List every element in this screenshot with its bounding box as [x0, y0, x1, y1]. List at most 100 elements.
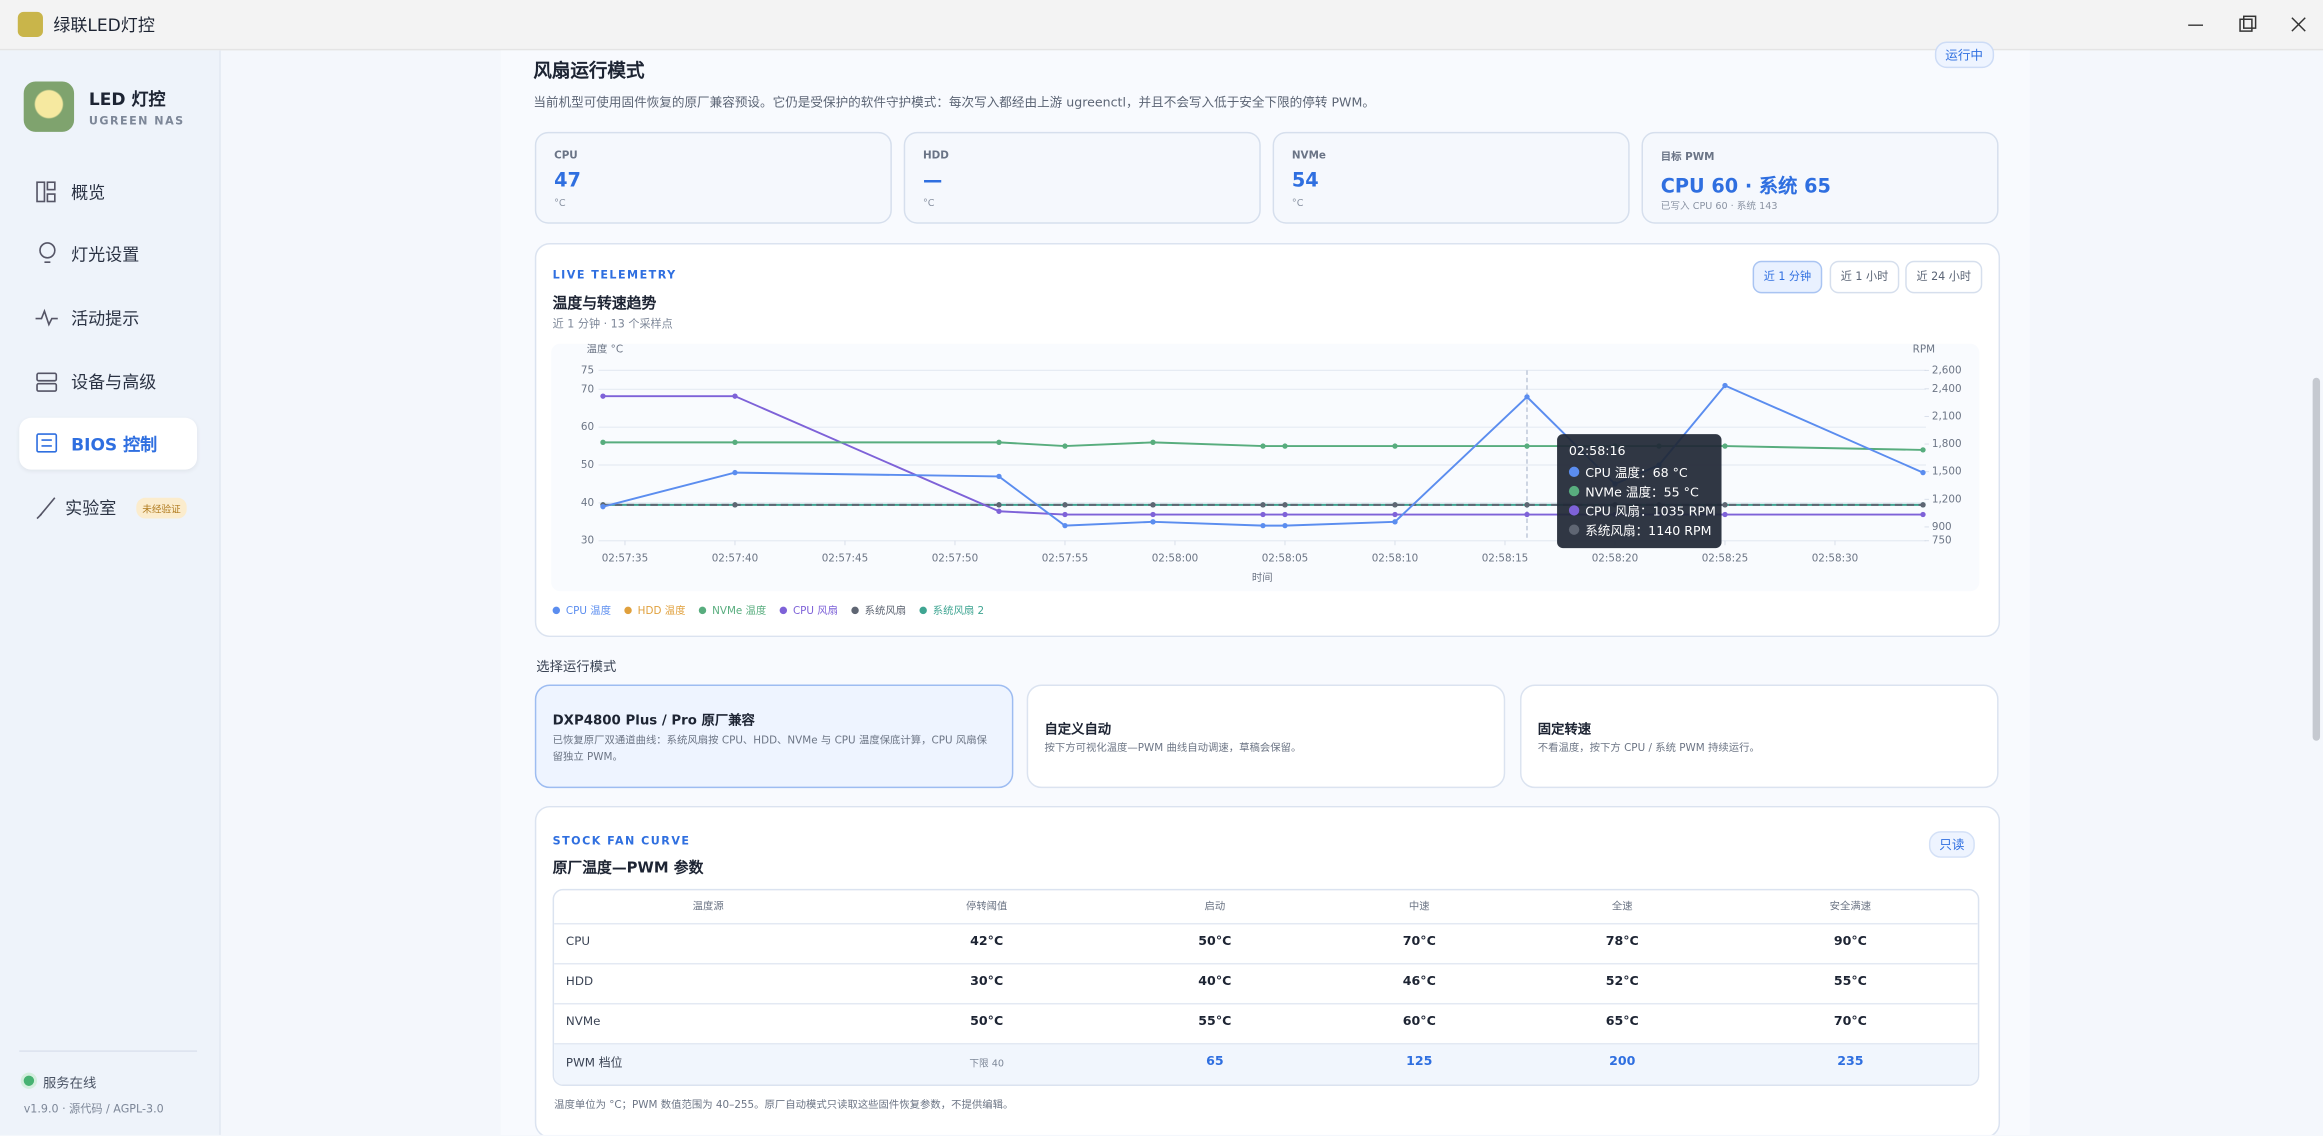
card-title: 温度与转速趋势	[552, 296, 657, 313]
table-cell: 70°C	[1402, 934, 1436, 950]
modes-heading: 选择运行模式	[536, 660, 617, 676]
service-status: 服务在线	[42, 1077, 97, 1092]
table-header: 温度源	[692, 900, 724, 913]
app-sub: UGREEN NAS	[88, 114, 185, 128]
mode-desc: 已恢复原厂双通道曲线：系统风扇按 CPU、HDD、NVMe 与 CPU 温度保底…	[552, 734, 988, 763]
stat-unit: 已写入 CPU 60 · 系统 143	[1660, 200, 1778, 212]
scrollbar	[2312, 377, 2321, 741]
window-title: 绿联LED灯控	[53, 14, 155, 36]
table-header: 中速	[1408, 900, 1430, 913]
readonly-badge: 只读	[1928, 831, 1975, 858]
table-cell: 200	[1609, 1054, 1636, 1070]
nav-item[interactable]: 活动提示	[71, 308, 140, 329]
window-controls[interactable]	[2178, 12, 2319, 39]
curve-table: 温度源 停转阈值 启动 中速 全速 安全满速 CPU 42°C 50°C 70°C 78°C 90°C…	[552, 888, 1980, 1086]
lab-badge: 未经验证	[136, 497, 187, 519]
stat-unit: °C	[1291, 197, 1304, 209]
stat-value: CPU 60 · 系统 65	[1660, 176, 1831, 199]
stat-label: HDD	[922, 149, 949, 162]
table-cell: 60°C	[1402, 1014, 1436, 1030]
nav-active-bg	[19, 417, 198, 470]
table-cell: 65°C	[1605, 1014, 1639, 1030]
section-title: 风扇运行模式	[533, 59, 645, 82]
tooltip-dot	[1568, 485, 1580, 497]
table-header: 停转阈值	[965, 900, 1008, 913]
stat-unit: °C	[554, 197, 566, 209]
table-cell: 65	[1206, 1054, 1224, 1070]
nav-item[interactable]: 概览	[71, 182, 106, 203]
stat-card: NVMe 54 °C	[1272, 131, 1630, 224]
table-header: 全速	[1611, 900, 1633, 913]
sidebar	[0, 50, 221, 1135]
app-logo	[23, 81, 75, 132]
stat-value: 54	[1291, 170, 1319, 193]
stat-label: CPU	[554, 149, 578, 162]
table-cell: 52°C	[1605, 974, 1639, 990]
section-desc: 当前机型可使用固件恢复的原厂兼容预设。它仍是受保护的软件守护模式：每次写入都经由…	[533, 96, 1375, 112]
stat-value: —	[922, 170, 943, 193]
app-icon	[17, 11, 43, 38]
table-cell: 42°C	[970, 934, 1004, 950]
tooltip-row: NVMe 温度：55 °C	[1585, 485, 1699, 501]
divider	[19, 1050, 198, 1052]
chart-tooltip: 02:58:16 CPU 温度：68 °C NVMe 温度：55 °C CPU …	[1557, 434, 1722, 549]
mode-option[interactable]: 自定义自动按下方可视化温度—PWM 曲线自动调速，草稿会保留。	[1026, 684, 1506, 789]
eyebrow: STOCK FAN CURVE	[552, 834, 691, 848]
mode-desc: 不看温度，按下方 CPU / 系统 PWM 持续运行。	[1537, 742, 1760, 755]
table-header: 启动	[1204, 900, 1226, 913]
table-cell: 235	[1837, 1054, 1864, 1070]
title-bar	[0, 0, 2323, 51]
table-cell: 70°C	[1833, 1014, 1867, 1030]
tooltip-time: 02:58:16	[1568, 444, 1626, 460]
range-button[interactable]: 近 24 小时	[1905, 260, 1983, 294]
eyebrow: LIVE TELEMETRY	[552, 268, 677, 282]
tooltip-dot	[1568, 466, 1580, 478]
running-badge: 运行中	[1934, 41, 1994, 69]
table-cell: 55°C	[1833, 974, 1867, 990]
table-row	[554, 1042, 1978, 1085]
stat-card: CPU 47 °C	[534, 131, 892, 224]
stat-unit: °C	[922, 197, 935, 209]
nav-item[interactable]: 灯光设置	[71, 244, 140, 266]
tooltip-row: CPU 风扇：1035 RPM	[1585, 505, 1716, 521]
table-cell: CPU	[565, 934, 591, 949]
stat-card: HDD — °C	[903, 131, 1261, 224]
table-header: 安全满速	[1829, 900, 1872, 913]
stat-label: 目标 PWM	[1660, 151, 1715, 163]
version: v1.9.0 · 源代码 / AGPL-3.0	[23, 1102, 164, 1116]
table-cell: PWM 档位	[565, 1056, 623, 1070]
tooltip-dot	[1568, 505, 1580, 516]
status-dot	[23, 1075, 35, 1086]
card-subtitle: 近 1 分钟 · 13 个采样点	[552, 317, 673, 331]
tooltip-row: 系统风扇：1140 RPM	[1585, 524, 1712, 540]
table-cell: 40°C	[1198, 974, 1232, 990]
mode-title: 自定义自动	[1044, 722, 1112, 738]
table-row	[554, 922, 1978, 964]
table-cell: 30°C	[970, 974, 1004, 990]
nav-icons	[35, 181, 58, 520]
mode-desc: 按下方可视化温度—PWM 曲线自动调速，草稿会保留。	[1044, 742, 1302, 755]
mode-option[interactable]: 固定转速不看温度，按下方 CPU / 系统 PWM 持续运行。	[1520, 684, 1999, 789]
tooltip-dot	[1568, 524, 1580, 535]
nav-item[interactable]: 实验室	[65, 497, 117, 519]
table-cell: 50°C	[970, 1014, 1004, 1030]
mode-title: 固定转速	[1537, 722, 1592, 738]
mode-option-selected[interactable]: DXP4800 Plus / Pro 原厂兼容已恢复原厂双通道曲线：系统风扇按 …	[534, 684, 1014, 789]
nav-item-active[interactable]: BIOS 控制	[71, 434, 158, 455]
curve-note: 温度单位为 °C；PWM 数值范围为 40–255。原厂自动模式只读取这些固件恢…	[554, 1099, 1014, 1112]
table-cell: NVMe	[565, 1014, 601, 1029]
table-row	[554, 1002, 1978, 1044]
mode-title: DXP4800 Plus / Pro 原厂兼容	[552, 714, 755, 729]
nav-item[interactable]: 设备与高级	[71, 371, 157, 393]
plot-bg	[551, 343, 1980, 592]
table-cell: 78°C	[1605, 934, 1639, 950]
table-cell: 46°C	[1402, 974, 1436, 990]
table-cell: 125	[1406, 1054, 1433, 1070]
tooltip-row: CPU 温度：68 °C	[1585, 466, 1688, 482]
app-name: LED 灯控	[88, 88, 166, 110]
table-cell: 下限 40	[969, 1057, 1004, 1070]
range-button[interactable]: 近 1 小时	[1829, 260, 1900, 294]
range-button[interactable]: 近 1 分钟	[1752, 260, 1823, 294]
